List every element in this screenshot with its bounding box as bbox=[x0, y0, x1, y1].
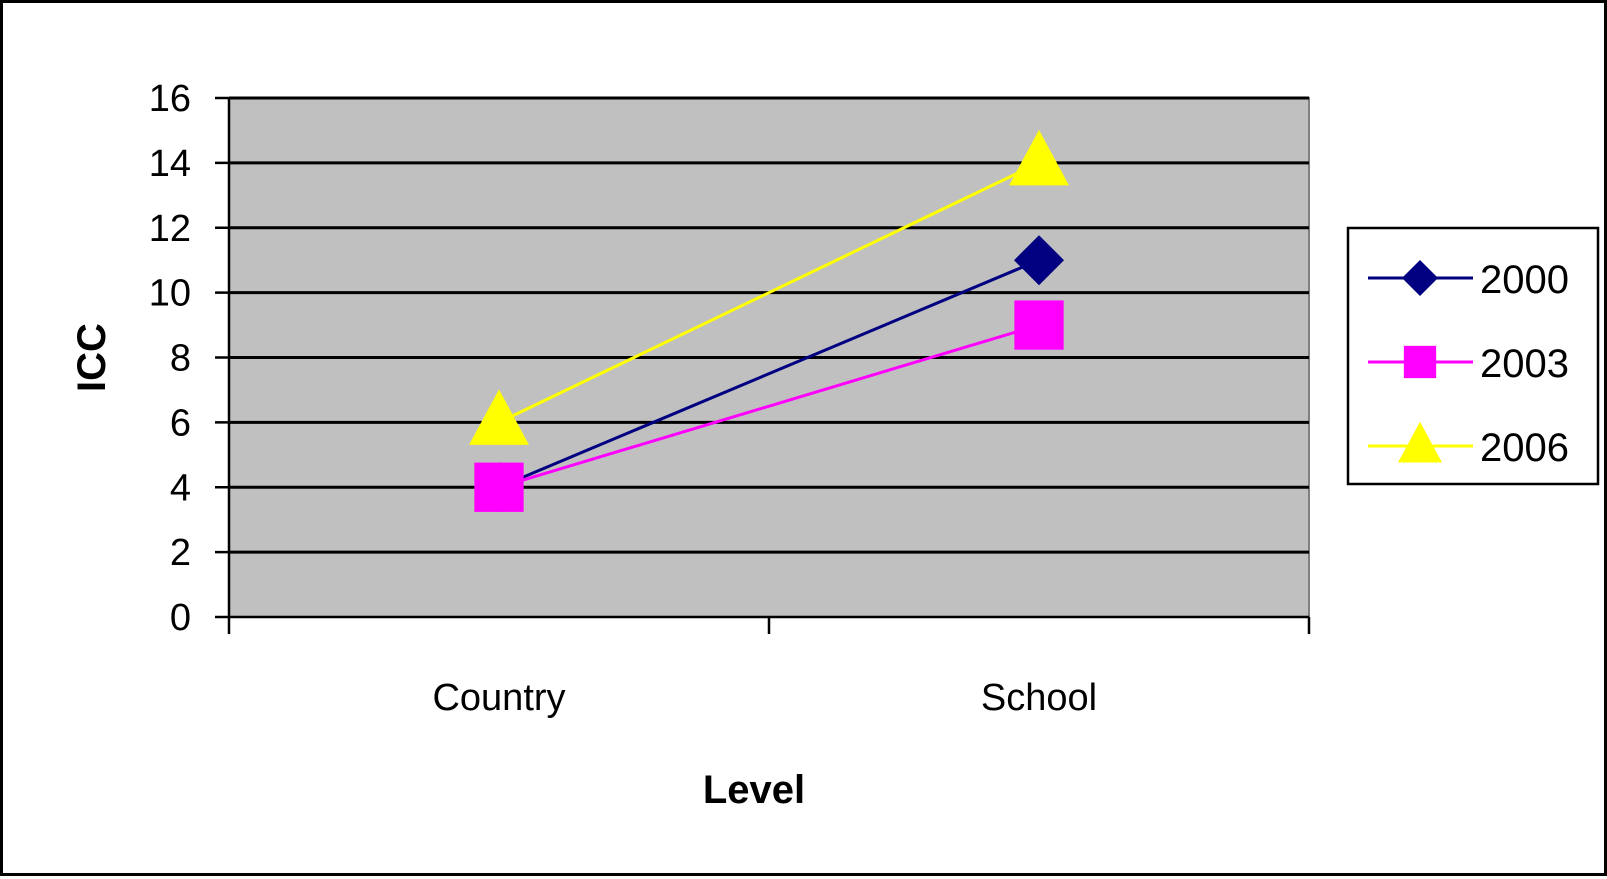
legend-marker bbox=[1403, 345, 1437, 379]
series-2003 bbox=[498, 323, 1040, 489]
legend-label: 2000 bbox=[1480, 258, 1569, 302]
x-axis-title: Level bbox=[703, 768, 805, 812]
series-layer bbox=[469, 129, 1069, 513]
legend-label: 2003 bbox=[1480, 342, 1569, 386]
data-point bbox=[469, 389, 529, 445]
series-markers-2003 bbox=[474, 300, 1064, 512]
series-markers-2006 bbox=[469, 129, 1069, 445]
line-chart: 0 2 4 6 8 10 12 14 16 Country School Level ICC 200… bbox=[70, 78, 1600, 812]
y-tick-label: 4 bbox=[170, 467, 191, 509]
y-tick-label: 10 bbox=[149, 273, 191, 315]
legend: 2000 2003 2006 bbox=[1346, 226, 1600, 486]
series-line-2003 bbox=[498, 323, 1040, 489]
y-tick-label: 16 bbox=[149, 78, 191, 120]
y-tick-label: 0 bbox=[170, 597, 191, 639]
legend-marker bbox=[1402, 260, 1438, 296]
y-tick-label: 2 bbox=[170, 532, 191, 574]
series-2006 bbox=[498, 161, 1040, 424]
x-tick-label: Country bbox=[432, 677, 565, 719]
series-2000 bbox=[498, 258, 1040, 489]
y-tick-label: 6 bbox=[170, 402, 191, 444]
series-line-2006 bbox=[498, 161, 1040, 424]
series-line-2000 bbox=[498, 258, 1040, 489]
x-tick-label: School bbox=[981, 677, 1097, 719]
y-tick-label: 8 bbox=[170, 338, 191, 380]
data-point bbox=[1009, 129, 1069, 186]
axes: 0 2 4 6 8 10 12 14 16 Country School bbox=[149, 78, 1311, 719]
data-point bbox=[1014, 235, 1064, 286]
y-tick-label: 12 bbox=[149, 208, 191, 250]
y-tick-label: 14 bbox=[149, 143, 191, 185]
legend-box bbox=[1346, 226, 1600, 486]
y-axis-title: ICC bbox=[70, 323, 114, 392]
data-point bbox=[474, 462, 524, 512]
data-point bbox=[1014, 300, 1064, 350]
legend-marker bbox=[1398, 421, 1442, 463]
legend-label: 2006 bbox=[1480, 426, 1569, 470]
